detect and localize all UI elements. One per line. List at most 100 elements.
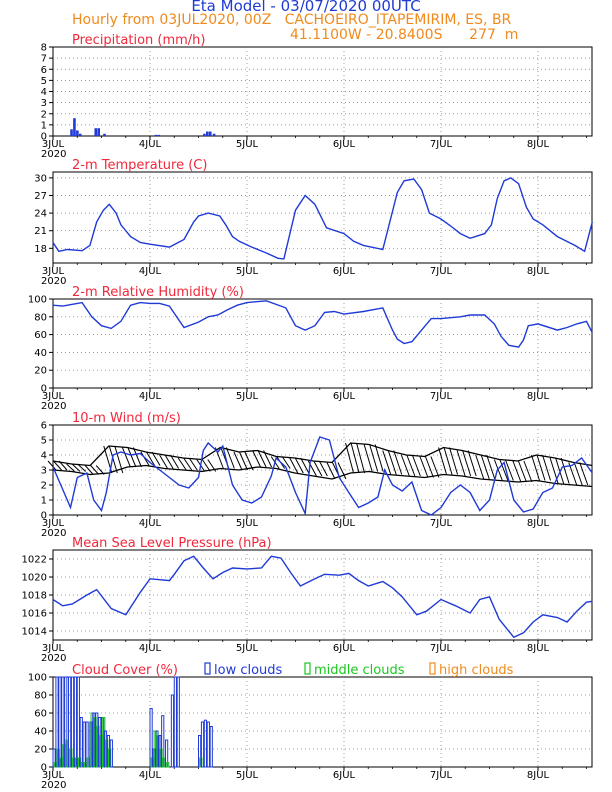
x-tick-label: 4JUL <box>139 770 162 781</box>
wind-barb <box>411 454 421 477</box>
y-tick-label: 60 <box>34 330 47 341</box>
wind-barb <box>523 460 533 483</box>
wind-barb <box>430 456 440 478</box>
low-cloud-bar <box>209 726 213 768</box>
wind-barb <box>337 462 347 480</box>
y-tick-label: 0 <box>41 384 47 395</box>
x-year-label: 2020 <box>41 653 66 664</box>
y-tick-label: 1020 <box>22 573 47 584</box>
wind-barb <box>449 447 459 475</box>
wind-barb <box>183 457 193 471</box>
low-cloud-bar <box>82 721 86 768</box>
y-tick-label: 20 <box>34 745 47 756</box>
x-tick-label: 4JUL <box>139 643 162 654</box>
y-tick-label: 24 <box>34 209 47 220</box>
low-cloud-bar <box>170 694 175 768</box>
wind-barb <box>374 444 384 472</box>
low-cloud-bar <box>176 676 180 768</box>
wind-barb <box>252 450 262 468</box>
panel-title: 2-m Temperature (C) <box>72 158 207 173</box>
wind-barb <box>170 454 180 469</box>
low-cloud-bar <box>76 676 80 768</box>
wind-barb <box>188 457 198 471</box>
y-tick-label: 80 <box>34 691 47 702</box>
y-tick-label: 18 <box>34 244 47 255</box>
y-tick-label: 21 <box>34 226 47 237</box>
x-tick-label: 3JUL <box>42 518 65 529</box>
x-year-label: 2020 <box>41 149 66 160</box>
y-tick-label: 1 <box>41 120 47 131</box>
wind-barb <box>233 451 243 471</box>
low-cloud-bar <box>203 719 208 768</box>
wind-barb <box>475 454 485 480</box>
plot-frame <box>52 676 593 768</box>
precip-bar <box>203 133 206 136</box>
y-tick-label: 8 <box>41 43 47 54</box>
panel-6 <box>49 662 593 771</box>
wind-barb <box>486 454 496 480</box>
x-tick-label: 5JUL <box>236 391 259 402</box>
low-cloud-bar <box>173 676 177 768</box>
wind-barb <box>77 463 86 472</box>
x-tick-label: 3JUL <box>42 643 65 654</box>
precip-bar <box>206 131 209 136</box>
wind-barb <box>164 454 174 469</box>
y-tick-label: 1014 <box>22 627 47 638</box>
legend-label: middle clouds <box>314 663 405 678</box>
wind-barb <box>573 462 583 486</box>
x-tick-label: 3JUL <box>42 266 65 277</box>
panel-4 <box>47 424 593 519</box>
precip-bar <box>157 134 161 136</box>
y-tick-label: 100 <box>28 295 47 306</box>
x-tick-label: 4JUL <box>139 139 162 150</box>
wind-barb <box>47 460 57 471</box>
wind-barb <box>499 459 509 481</box>
wind-barb <box>318 460 328 477</box>
wind-barb <box>356 442 366 474</box>
series-line <box>52 177 593 260</box>
x-tick-label: 3JUL <box>42 391 65 402</box>
wind-barb <box>151 451 161 466</box>
y-tick-label: 7 <box>41 54 47 65</box>
wind-barb <box>127 447 137 468</box>
x-tick-label: 3JUL <box>42 139 65 150</box>
x-tick-label: 8JUL <box>527 266 550 277</box>
y-tick-label: 80 <box>34 312 47 323</box>
legend-label: high clouds <box>439 663 514 678</box>
wind-barb <box>419 456 429 478</box>
y-tick-label: 0 <box>41 511 47 522</box>
panel-title: 2-m Relative Humidity (%) <box>72 285 244 300</box>
low-cloud-bar <box>109 739 113 768</box>
y-tick-label: 60 <box>34 709 47 720</box>
low-cloud-bar <box>70 676 75 768</box>
wind-barb <box>531 454 541 481</box>
y-tick-label: 6 <box>41 421 47 432</box>
wind-barb <box>294 457 304 474</box>
x-tick-label: 4JUL <box>139 518 162 529</box>
wind-barb <box>281 456 291 469</box>
precip-bar <box>154 134 158 136</box>
y-tick-label: 1 <box>41 496 47 507</box>
precip-bar <box>97 128 100 136</box>
panel-3 <box>49 298 593 392</box>
x-tick-label: 3JUL <box>42 770 65 781</box>
x-tick-label: 6JUL <box>333 391 356 402</box>
wind-barb <box>438 447 448 475</box>
precip-bar <box>73 118 76 136</box>
plot-frame <box>52 298 593 389</box>
y-tick-label: 0 <box>41 132 47 143</box>
wind-barb <box>53 460 62 471</box>
wind-barb <box>177 457 187 471</box>
y-tick-label: 40 <box>34 727 47 738</box>
legend-swatch <box>429 662 436 675</box>
wind-barb <box>363 444 373 472</box>
y-tick-label: 0 <box>41 763 47 774</box>
wind-barb <box>326 462 336 480</box>
legend-swatch <box>204 662 211 675</box>
wind-barb <box>512 460 522 483</box>
wind-barb <box>462 450 472 477</box>
panel-title: Precipitation (mm/h) <box>72 33 205 48</box>
x-tick-label: 8JUL <box>527 139 550 150</box>
series-line <box>52 555 593 639</box>
wind-barb <box>382 450 392 475</box>
